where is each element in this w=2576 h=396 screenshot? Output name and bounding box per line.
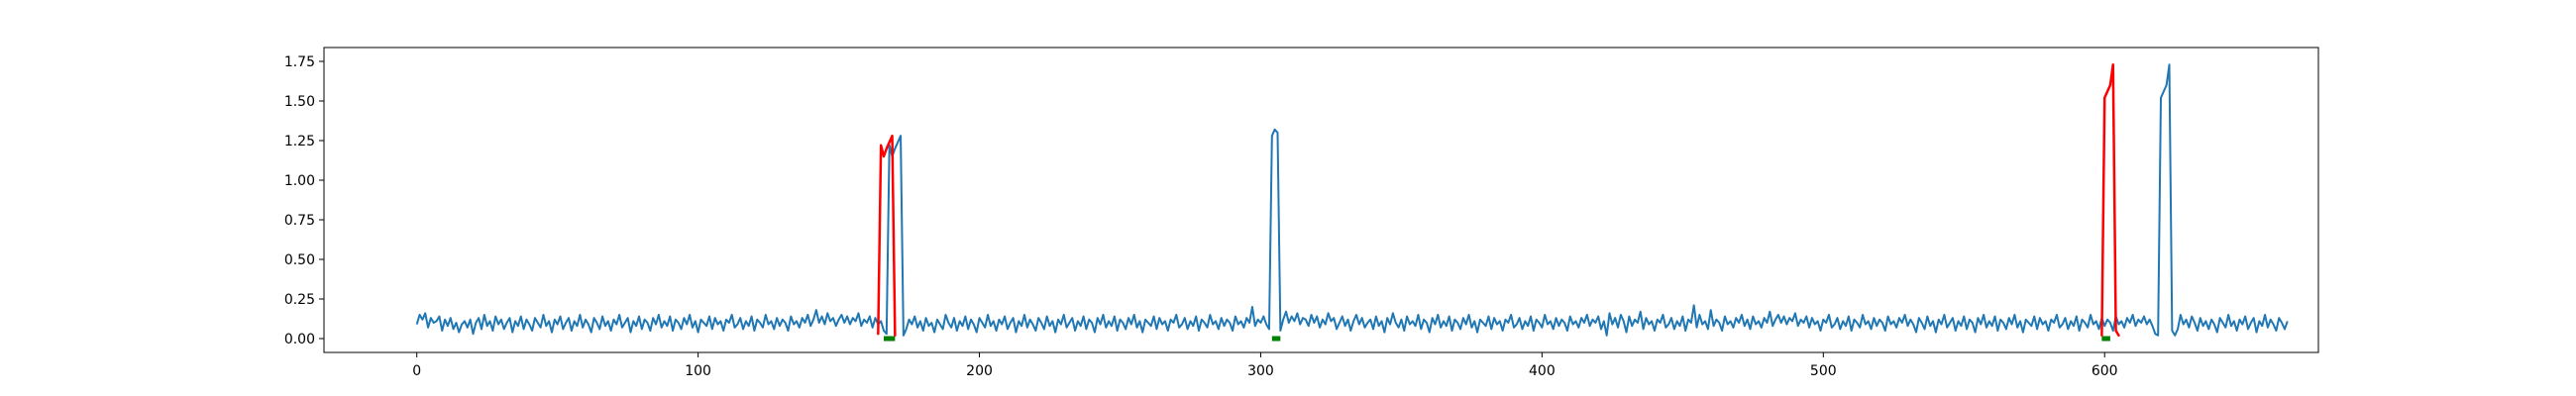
y-tick-label: 0.25: [284, 292, 315, 308]
x-tick-label: 0: [412, 363, 421, 379]
series-anomaly-segment: [2100, 62, 2120, 338]
y-tick-label: 1.00: [284, 173, 315, 189]
plot-area: [415, 62, 2289, 342]
y-tick-label: 1.25: [284, 134, 315, 149]
x-tick-label: 200: [966, 363, 993, 379]
x-tick-label: 300: [1247, 363, 1274, 379]
series-line-signal: [415, 63, 2289, 337]
y-tick-label: 1.75: [284, 54, 315, 70]
x-tick-label: 600: [2092, 363, 2118, 379]
x-tick-label: 100: [685, 363, 711, 379]
y-axis: 0.00 0.25 0.50 0.75 1.00 1.25 1.50 1.75: [284, 54, 324, 347]
y-tick-label: 0.00: [284, 332, 315, 347]
x-axis: 0 100 200 300 400 500 600: [412, 352, 2118, 379]
x-tick-label: 400: [1529, 363, 1556, 379]
series-anomaly-segment: [877, 134, 897, 338]
axes-frame: [323, 47, 2319, 353]
y-tick-label: 0.50: [284, 252, 315, 268]
x-tick-label: 500: [1810, 363, 1837, 379]
y-tick-label: 0.75: [284, 213, 315, 229]
y-tick-label: 1.50: [284, 94, 315, 110]
